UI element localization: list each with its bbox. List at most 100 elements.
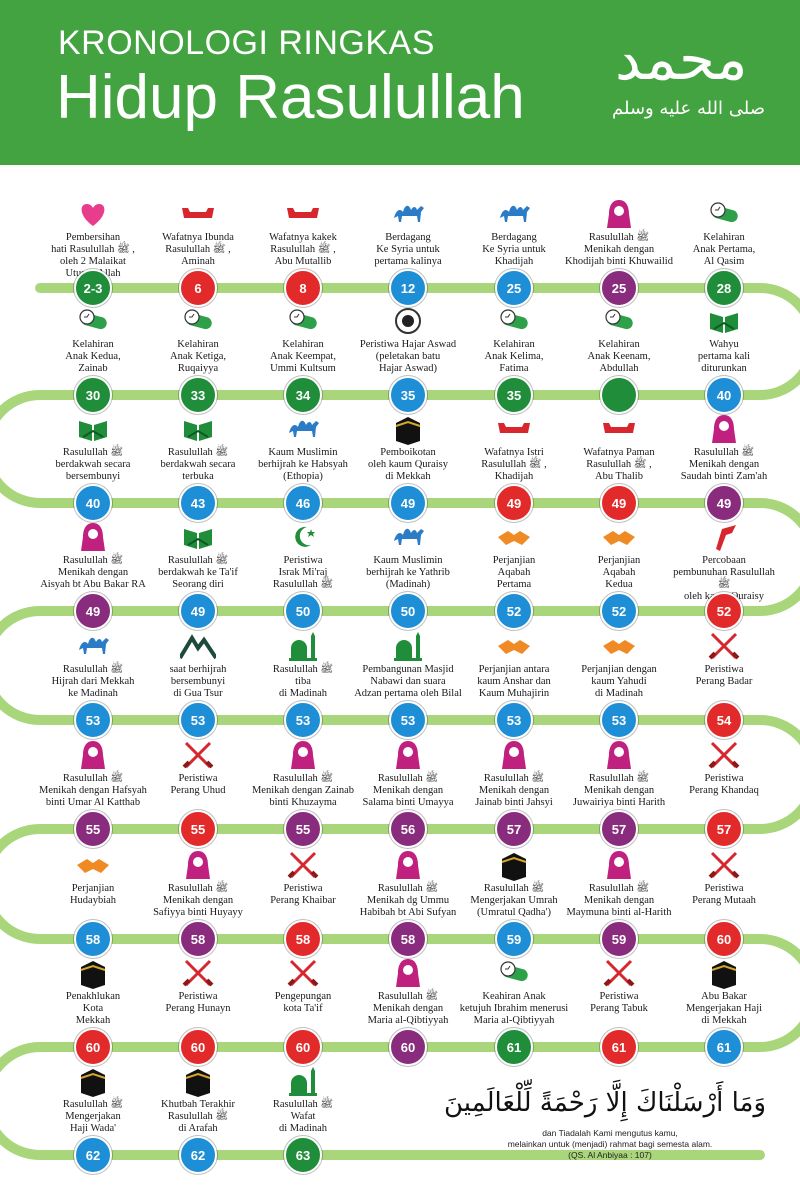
event-label: Peristiwa Israk Mi'raj Rasulullah ﷺ: [272, 555, 334, 590]
age-badge: 52: [495, 592, 533, 630]
age-badge: 53: [74, 701, 112, 739]
quran-icon: [142, 411, 254, 447]
timeline-event: Peristiwa Hajar Aswad (peletakan batu Ha…: [352, 303, 464, 414]
age-badge: [600, 376, 638, 414]
bride-icon: [352, 737, 464, 773]
cradle-icon: [563, 303, 675, 339]
event-label: Peristiwa Perang Tabuk: [590, 991, 648, 1014]
age-badge: 60: [74, 1028, 112, 1066]
timeline-event: Perjanjian Aqabah Kedua 52: [563, 519, 675, 630]
age-badge: 58: [389, 920, 427, 958]
event-label: Rasulullah ﷺ Menikah dengan Salama binti…: [362, 773, 454, 808]
kaaba-icon: [352, 411, 464, 447]
bride-icon: [563, 737, 675, 773]
timeline-event: Rasulullah ﷺ tiba di Madinah 53: [247, 628, 359, 739]
swords-icon: [563, 955, 675, 991]
event-label: Berdagang Ke Syria untuk pertama kalinya: [374, 232, 442, 267]
age-badge: 40: [74, 484, 112, 522]
event-label: Rasulullah ﷺ Menikah dengan Jainab binti…: [475, 773, 553, 808]
age-badge: 49: [705, 484, 743, 522]
timeline-event: Rasulullah ﷺ Menikah dengan Maymuna bint…: [563, 847, 675, 958]
quran-icon: [668, 303, 780, 339]
event-label: Peristiwa Hajar Aswad (peletakan batu Ha…: [359, 339, 457, 374]
timeline-event: Rasulullah ﷺ Menikah dg Ummu Habibah bt …: [352, 847, 464, 958]
event-label: Perjanjian Aqabah Kedua: [597, 555, 641, 590]
timeline-event: Rasulullah ﷺ Wafat di Madinah 63: [247, 1063, 359, 1174]
age-badge: 60: [389, 1028, 427, 1066]
age-badge: 53: [284, 701, 322, 739]
timeline-event: Pembangunan Masjid Nabawi dan suara Adza…: [352, 628, 464, 739]
event-label: Rasulullah ﷺ Wafat di Madinah: [272, 1099, 334, 1134]
timeline-event: Abu Bakar Mengerjakan Haji di Mekkah 61: [668, 955, 780, 1066]
handshake-icon: [458, 628, 570, 664]
event-label: Rasulullah ﷺ Menikah dengan Zainab binti…: [251, 773, 355, 808]
handshake-icon: [458, 519, 570, 555]
age-badge: 2-3: [74, 269, 112, 307]
cradle-icon: [458, 303, 570, 339]
bride-icon: [142, 847, 254, 883]
camel-icon: [352, 196, 464, 232]
timeline-event: Penakhlukan Kota Mekkah 60: [37, 955, 149, 1066]
age-badge: 59: [600, 920, 638, 958]
age-badge: 49: [600, 484, 638, 522]
event-label: Pengepungan kota Ta'if: [274, 991, 332, 1014]
handshake-icon: [563, 628, 675, 664]
age-badge: 50: [389, 592, 427, 630]
timeline-event: Kelahiran Anak Kedua, Zainab 30: [37, 303, 149, 414]
event-label: Rasulullah ﷺ Menikah dengan Khodijah bin…: [565, 232, 673, 267]
timeline-event: Rasulullah ﷺ Menikah dengan Saudah binti…: [668, 411, 780, 522]
event-label: Kelahiran Anak Keempat, Ummi Kultsum: [270, 339, 336, 374]
handshake-icon: [37, 847, 149, 883]
timeline-event: Peristiwa Perang Hunayn 60: [142, 955, 254, 1066]
header-subtitle: KRONOLOGI RINGKAS: [58, 24, 435, 62]
age-badge: 62: [179, 1136, 217, 1174]
bride-icon: [37, 519, 149, 555]
age-badge: 8: [284, 269, 322, 307]
dagger-icon: [668, 519, 780, 555]
bride-icon: [247, 737, 359, 773]
timeline-event: Berdagang Ke Syria untuk Khadijah 25: [458, 196, 570, 307]
timeline-event: Khutbah Terakhir Rasulullah ﷺ di Arafah 6…: [142, 1063, 254, 1174]
age-badge: 57: [600, 810, 638, 848]
timeline-event: Rasulullah ﷺ Menikah dengan Maria al-Qib…: [352, 955, 464, 1066]
kaaba-icon: [458, 847, 570, 883]
swords-icon: [142, 737, 254, 773]
age-badge: 40: [705, 376, 743, 414]
age-badge: 49: [74, 592, 112, 630]
timeline-event: Rasulullah ﷺ Menikah dengan Juwairiya bi…: [563, 737, 675, 848]
swords-icon: [668, 628, 780, 664]
event-label: Pembangunan Masjid Nabawi dan suara Adza…: [354, 664, 462, 699]
timeline-event: Peristiwa Perang Mutaah 60: [668, 847, 780, 958]
event-label: Rasulullah ﷺ Hijrah dari Mekkah ke Madin…: [51, 664, 135, 699]
age-badge: 49: [179, 592, 217, 630]
bride-icon: [458, 737, 570, 773]
bride-icon: [563, 847, 675, 883]
age-badge: 49: [495, 484, 533, 522]
event-label: Kaum Muslimin berhijrah ke Habsyah (Etho…: [258, 447, 348, 482]
timeline-event: Peristiwa Perang Khaibar 58: [247, 847, 359, 958]
age-badge: 61: [495, 1028, 533, 1066]
timeline-event: Rasulullah ﷺ Menikah dengan Khodijah bin…: [563, 196, 675, 307]
timeline-event: Kaum Muslimin berhijrah ke Yathrib (Madi…: [352, 519, 464, 630]
black-stone-icon: [352, 303, 464, 339]
camel-icon: [37, 628, 149, 664]
age-badge: 53: [389, 701, 427, 739]
event-label: Peristiwa Perang Badar: [695, 664, 753, 687]
quran-icon: [142, 519, 254, 555]
age-badge: 55: [284, 810, 322, 848]
mosque-icon: [247, 1063, 359, 1099]
coffin-icon: [458, 411, 570, 447]
timeline-event: Pengepungan kota Ta'if 60: [247, 955, 359, 1066]
swords-icon: [668, 847, 780, 883]
event-label: Kelahiran Anak Ketiga, Ruqaiyya: [170, 339, 226, 374]
age-badge: 28: [705, 269, 743, 307]
age-badge: 25: [495, 269, 533, 307]
age-badge: 60: [705, 920, 743, 958]
timeline-event: Kaum Muslimin berhijrah ke Habsyah (Etho…: [247, 411, 359, 522]
age-badge: 60: [284, 1028, 322, 1066]
age-badge: 58: [179, 920, 217, 958]
coffin-icon: [563, 411, 675, 447]
mosque-icon: [247, 628, 359, 664]
timeline-event: Wafatnya Istri Rasulullah ﷺ , Khadijah 49: [458, 411, 570, 522]
age-badge: 6: [179, 269, 217, 307]
